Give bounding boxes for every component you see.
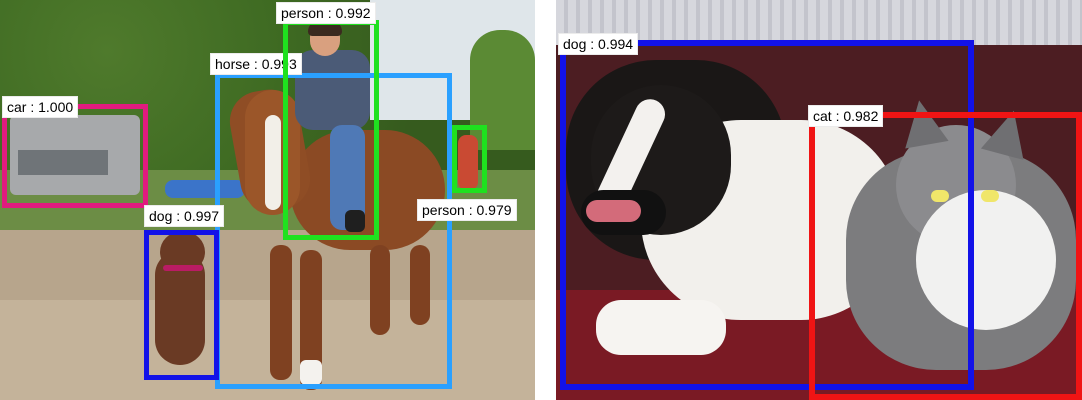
cat-eye [931,190,949,202]
horse-leg [410,245,430,325]
detection-box-dog-left [144,230,219,380]
detection-box-person-rider [283,20,379,240]
horse-white-sock [300,360,322,385]
detection-label-dog-right: dog : 0.994 [558,33,639,55]
detection-box-person-background [452,125,487,193]
left-photo-panel: car : 1.000 horse : 0.993 person : 0.992… [0,0,535,400]
detection-label-person-background: person : 0.979 [417,199,517,221]
horse-leg [370,245,390,335]
horse-body [290,130,445,250]
boston-terrier-tongue [586,200,641,222]
dirt-foreground [0,300,535,400]
cat-eye [981,190,999,202]
detection-label-person-rider: person : 0.992 [276,2,376,24]
detection-label-horse: horse : 0.993 [210,53,302,75]
boston-terrier-paw [596,300,726,355]
horse-leg [300,250,322,390]
rider-torso [295,50,370,130]
window-blinds [556,0,1082,45]
horse-leg [270,245,292,380]
detection-box-dog-right [560,40,974,390]
detection-box-car [2,104,148,208]
cat-white-chest [916,190,1056,330]
right-trees [470,30,535,150]
rider-boot [345,210,365,232]
background-person [458,135,478,190]
doberman-collar [163,265,203,271]
right-photo-panel: dog : 0.994 cat : 0.982 [556,0,1082,400]
horse-blaze [265,115,281,210]
detection-label-dog-left: dog : 0.997 [144,205,225,227]
truck-grill [18,150,108,175]
detection-box-cat [809,112,1082,400]
blue-tarp [165,180,245,198]
detection-label-cat: cat : 0.982 [808,105,884,127]
detection-label-car: car : 1.000 [2,96,79,118]
